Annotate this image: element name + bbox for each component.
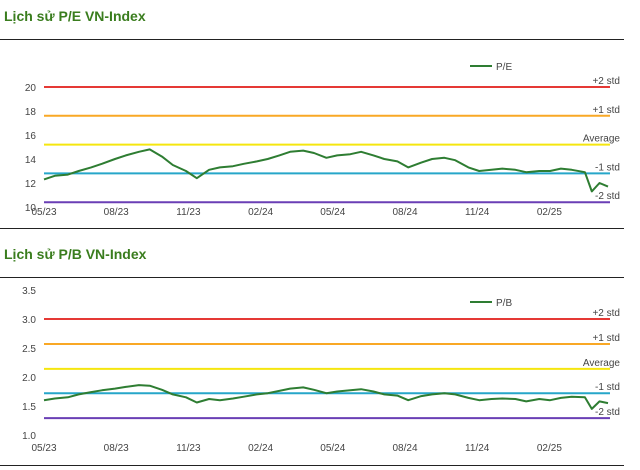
pb-x-tick-label: 11/24 bbox=[465, 443, 490, 454]
pe-y-tick-label: 16 bbox=[25, 131, 37, 142]
pb-series-line bbox=[43, 384, 609, 410]
pe-x-tick-label: 05/24 bbox=[320, 207, 345, 218]
pb-x-tick-label: 08/24 bbox=[392, 443, 417, 454]
pb-legend-label: P/B bbox=[496, 298, 512, 309]
pe-y-tick-label: 10 bbox=[25, 203, 37, 214]
pb-y-tick-label: 2.0 bbox=[22, 373, 36, 384]
pe-plus1-std-label: +1 std bbox=[592, 105, 620, 116]
pb-y-tick-label: 2.5 bbox=[22, 344, 36, 355]
pb-top-rule bbox=[0, 277, 624, 278]
pb-plus2-std-label: +2 std bbox=[592, 308, 620, 319]
pe-legend-label: P/E bbox=[496, 62, 512, 73]
pe-x-tick-label: 08/23 bbox=[104, 207, 129, 218]
pb-x-tick-label: 02/25 bbox=[537, 443, 562, 454]
pe-y-tick-label: 14 bbox=[25, 155, 37, 166]
pb-minus2-std-label: -2 std bbox=[595, 407, 620, 418]
pb-x-tick-label: 02/24 bbox=[248, 443, 273, 454]
pb-x-tick-label: 08/23 bbox=[104, 443, 129, 454]
pe-chart-title: Lịch sử P/E VN-Index bbox=[4, 8, 146, 24]
pb-y-tick-label: 3.5 bbox=[22, 286, 36, 297]
pe-minus1-std-label: -1 std bbox=[595, 162, 620, 173]
pe-x-tick-label: 05/23 bbox=[31, 207, 56, 218]
pe-x-tick-label: 08/24 bbox=[392, 207, 417, 218]
pe-y-tick-label: 20 bbox=[25, 83, 37, 94]
pb-x-tick-label: 05/24 bbox=[320, 443, 345, 454]
pe-y-tick-label: 18 bbox=[25, 107, 37, 118]
pe-x-tick-label: 02/25 bbox=[537, 207, 562, 218]
pe-minus2-std-label: -2 std bbox=[595, 191, 620, 202]
pb-plus1-std-label: +1 std bbox=[592, 333, 620, 344]
pb-y-tick-label: 1.5 bbox=[22, 402, 36, 413]
pe-x-tick-label: 11/24 bbox=[465, 207, 490, 218]
pe-top-rule bbox=[0, 39, 624, 40]
pb-chart-title: Lịch sử P/B VN-Index bbox=[4, 246, 147, 262]
pb-y-tick-label: 3.0 bbox=[22, 315, 36, 326]
pe-series-line bbox=[43, 148, 609, 193]
pb-minus1-std-label: -1 std bbox=[595, 382, 620, 393]
pb-bottom-rule bbox=[0, 465, 624, 466]
pb-y-tick-label: 1.0 bbox=[22, 431, 36, 442]
pb-x-tick-label: 05/23 bbox=[31, 443, 56, 454]
pe-x-tick-label: 02/24 bbox=[248, 207, 273, 218]
pe-average-label: Average bbox=[583, 134, 621, 145]
pe-y-tick-label: 12 bbox=[25, 179, 37, 190]
pe-bottom-rule bbox=[0, 228, 624, 229]
pb-x-tick-label: 11/23 bbox=[176, 443, 201, 454]
pe-plus2-std-label: +2 std bbox=[592, 76, 620, 87]
pb-average-label: Average bbox=[583, 358, 621, 369]
pe-x-tick-label: 11/23 bbox=[176, 207, 201, 218]
